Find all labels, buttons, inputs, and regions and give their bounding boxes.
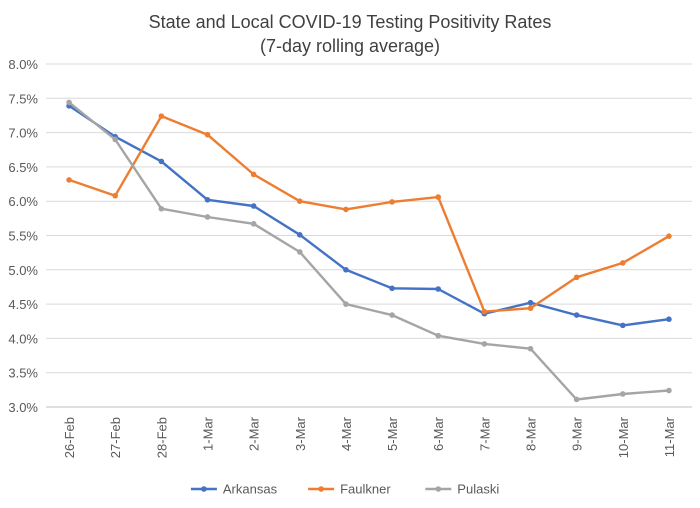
data-point-faulkner bbox=[158, 113, 165, 119]
data-point-arkansas bbox=[435, 286, 442, 292]
data-point-arkansas bbox=[296, 232, 303, 238]
series-line-faulkner bbox=[67, 114, 671, 313]
data-point-faulkner bbox=[389, 199, 395, 205]
legend-label: Faulkner bbox=[340, 482, 391, 497]
x-tick-label: 11-Mar bbox=[662, 416, 677, 457]
series-line-arkansas bbox=[67, 104, 671, 327]
x-tick-label: 5-Mar bbox=[385, 416, 400, 451]
legend-item-faulkner: Faulkner bbox=[308, 482, 391, 497]
y-tick-label: 6.0% bbox=[8, 194, 38, 209]
series-lines bbox=[66, 99, 672, 403]
data-point-pulaski bbox=[435, 332, 442, 339]
data-point-faulkner bbox=[619, 260, 626, 266]
y-tick-label: 7.5% bbox=[8, 91, 38, 106]
series-line-pulaski bbox=[67, 101, 671, 401]
y-tick-label: 5.0% bbox=[8, 263, 38, 278]
x-axis-ticks: 26-Feb 27-Feb 28-Feb 1-Mar 2-Mar 3-Mar 4-Mar 5-… bbox=[62, 416, 677, 458]
data-point-pulaski bbox=[204, 214, 211, 220]
data-point-arkansas bbox=[204, 197, 211, 203]
data-point-pulaski bbox=[527, 345, 534, 352]
data-point-faulkner bbox=[250, 171, 257, 178]
legend-marker bbox=[435, 486, 442, 492]
y-tick-label: 4.5% bbox=[8, 297, 38, 312]
data-point-faulkner bbox=[527, 305, 534, 312]
x-tick-label: 1-Mar bbox=[201, 416, 216, 451]
y-tick-label: 8.0% bbox=[8, 57, 38, 72]
data-point-pulaski bbox=[481, 341, 488, 347]
x-tick-label: 6-Mar bbox=[431, 416, 446, 451]
x-tick-label: 8-Mar bbox=[524, 416, 539, 451]
data-point-faulkner bbox=[112, 192, 119, 199]
y-tick-label: 6.5% bbox=[8, 160, 38, 175]
y-tick-label: 3.5% bbox=[8, 366, 38, 381]
x-tick-label: 28-Feb bbox=[154, 417, 169, 458]
x-tick-label: 2-Mar bbox=[247, 416, 262, 451]
legend: Arkansas Faulkner Pulaski bbox=[190, 482, 499, 497]
data-point-faulkner bbox=[343, 206, 349, 213]
legend-item-arkansas: Arkansas bbox=[190, 482, 278, 497]
y-tick-label: 3.0% bbox=[8, 400, 38, 415]
x-tick-label: 10-Mar bbox=[616, 416, 631, 458]
data-point-pulaski bbox=[66, 99, 72, 106]
x-tick-label: 9-Mar bbox=[570, 416, 585, 451]
x-tick-label: 4-Mar bbox=[339, 416, 354, 451]
data-point-arkansas bbox=[389, 285, 395, 292]
legend-label: Pulaski bbox=[457, 482, 499, 497]
chart-title: State and Local COVID-19 Testing Positiv… bbox=[149, 12, 552, 32]
legend-marker bbox=[201, 486, 207, 492]
legend-marker bbox=[318, 486, 324, 492]
data-point-faulkner bbox=[481, 308, 488, 315]
data-point-arkansas bbox=[158, 158, 165, 165]
series-pulaski bbox=[66, 99, 672, 403]
data-point-pulaski bbox=[619, 391, 626, 397]
y-tick-label: 7.0% bbox=[8, 126, 38, 141]
x-tick-label: 27-Feb bbox=[108, 417, 123, 458]
data-point-arkansas bbox=[250, 203, 257, 209]
data-point-faulkner bbox=[573, 274, 580, 281]
data-point-pulaski bbox=[296, 249, 303, 255]
data-point-arkansas bbox=[573, 312, 580, 318]
x-tick-label: 26-Feb bbox=[62, 417, 77, 458]
data-point-pulaski bbox=[343, 301, 349, 307]
data-point-pulaski bbox=[112, 136, 119, 143]
chart-subtitle: (7-day rolling average) bbox=[260, 36, 440, 56]
series-faulkner bbox=[66, 113, 672, 315]
legend-label: Arkansas bbox=[223, 482, 278, 497]
y-tick-label: 4.0% bbox=[8, 331, 38, 346]
series-arkansas bbox=[66, 103, 672, 329]
data-point-pulaski bbox=[666, 387, 672, 394]
data-point-faulkner bbox=[666, 233, 672, 239]
gridlines bbox=[46, 63, 692, 408]
data-point-arkansas bbox=[619, 322, 626, 329]
data-point-pulaski bbox=[389, 312, 395, 318]
data-point-faulkner bbox=[204, 131, 211, 138]
y-axis-ticks: 3.0% 3.5% 4.0% 4.5% 5.0% 5.5% 6.0% 6.5% 7.0% 7.5%… bbox=[8, 57, 38, 415]
data-point-pulaski bbox=[158, 205, 165, 212]
data-point-pulaski bbox=[573, 396, 580, 403]
data-point-arkansas bbox=[343, 267, 349, 273]
data-point-faulkner bbox=[66, 177, 72, 183]
x-tick-label: 3-Mar bbox=[293, 416, 308, 451]
data-point-faulkner bbox=[435, 194, 442, 200]
data-point-pulaski bbox=[250, 221, 257, 227]
x-tick-label: 7-Mar bbox=[477, 416, 492, 451]
data-point-faulkner bbox=[296, 198, 303, 204]
data-point-arkansas bbox=[527, 299, 534, 306]
data-point-arkansas bbox=[666, 316, 672, 322]
legend-item-pulaski: Pulaski bbox=[425, 482, 499, 497]
y-tick-label: 5.5% bbox=[8, 229, 38, 244]
